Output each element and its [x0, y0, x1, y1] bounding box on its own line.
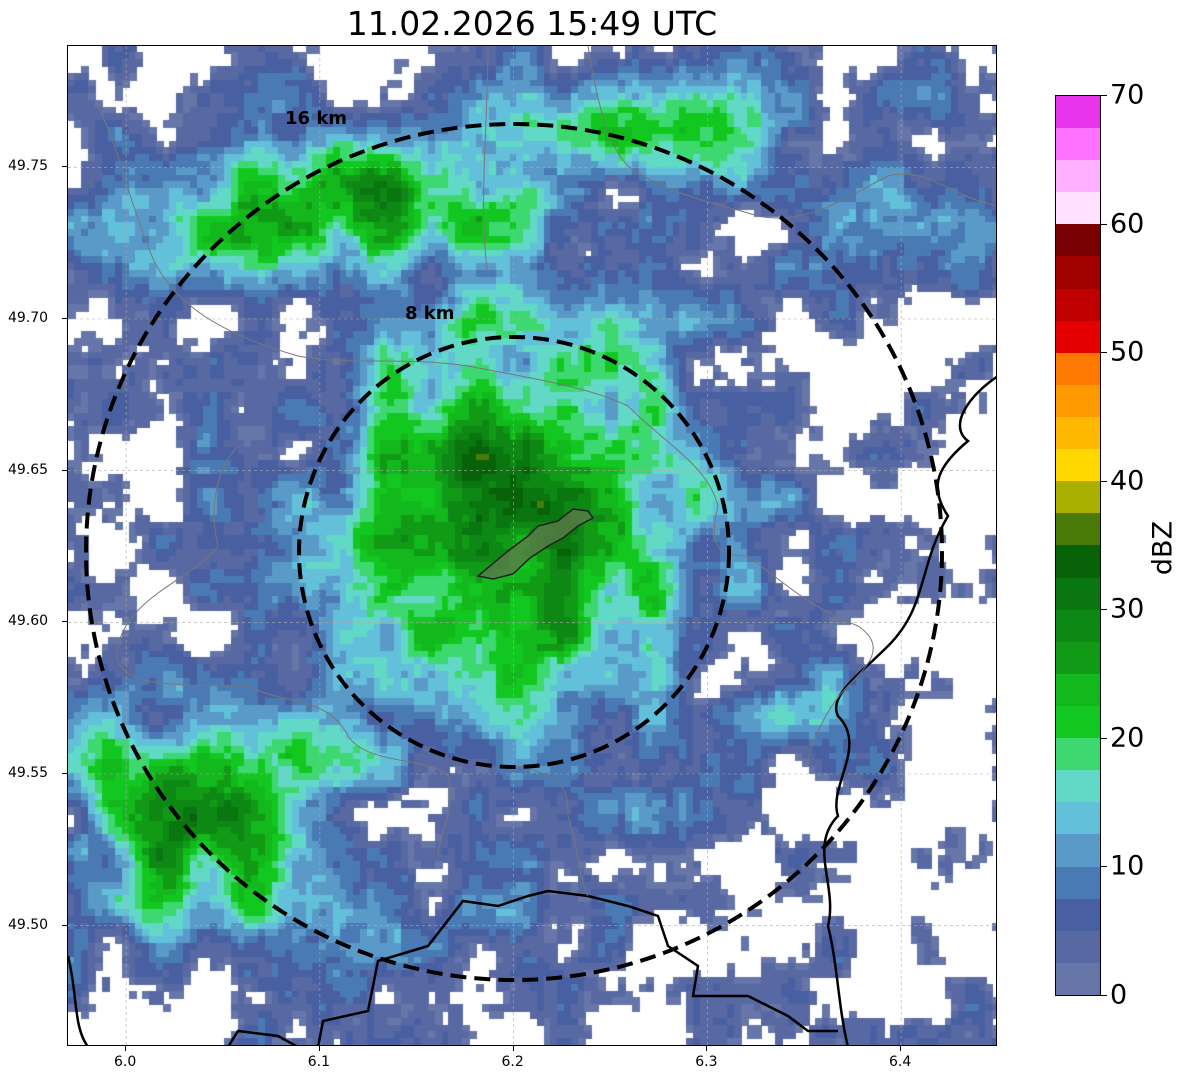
chart-title: 11.02.2026 15:49 UTC [346, 4, 718, 43]
colorbar-label: dBZ [1147, 520, 1179, 576]
colorbar-bin [1056, 192, 1100, 225]
colorbar-tick-label: 20 [1110, 722, 1145, 754]
colorbar-bin [1056, 288, 1100, 321]
admin-borders [97, 46, 996, 897]
colorbar-tick-mark [1101, 609, 1107, 611]
colorbar-bin [1056, 128, 1100, 161]
colorbar-bin [1056, 738, 1100, 771]
y-tick-label: 49.75 [8, 158, 49, 175]
x-tick-label: 6.2 [501, 1054, 524, 1070]
x-tick-mark [706, 1046, 708, 1051]
colorbar-bin [1056, 706, 1100, 739]
colorbar-tick-label: 70 [1110, 79, 1145, 111]
colorbar-bin [1056, 481, 1100, 514]
colorbar-bin [1056, 513, 1100, 546]
colorbar-tick-label: 0 [1110, 979, 1128, 1011]
colorbar [1055, 95, 1101, 996]
colorbar-tick-mark [1101, 352, 1107, 354]
colorbar-bin [1056, 930, 1100, 963]
colorbar-bin [1056, 898, 1100, 931]
colorbar-tick-label: 30 [1110, 593, 1145, 625]
y-tick-mark [62, 318, 67, 319]
country-border [823, 375, 996, 1045]
colorbar-tick-label: 40 [1110, 465, 1145, 497]
colorbar-tick-mark [1101, 866, 1107, 868]
colorbar-bin [1056, 770, 1100, 803]
colorbar-tick-mark [1101, 995, 1107, 996]
x-tick-mark [512, 1046, 514, 1051]
y-tick-mark [62, 166, 67, 168]
colorbar-tick-mark [1101, 95, 1107, 96]
y-tick-mark [62, 924, 67, 926]
x-tick-label: 6.3 [695, 1054, 718, 1070]
ring-label-16km: 16 km [285, 108, 347, 129]
colorbar-tick-label: 10 [1110, 850, 1145, 882]
colorbar-tick-mark [1101, 223, 1107, 225]
colorbar-bin [1056, 160, 1100, 193]
colorbar-bin [1056, 417, 1100, 450]
x-tick-label: 6.4 [888, 1054, 912, 1070]
colorbar-bin [1056, 609, 1100, 642]
y-tick-label: 49.55 [8, 765, 49, 781]
y-tick-mark [62, 621, 67, 623]
colorbar-bin [1056, 352, 1100, 385]
city-outline [476, 508, 595, 580]
y-tick-label: 49.65 [8, 461, 49, 478]
map-overlay: 16 km 8 km [68, 46, 996, 1045]
x-tick-label: 6.0 [113, 1054, 137, 1070]
colorbar-bin [1056, 673, 1100, 707]
colorbar-bin [1056, 320, 1100, 353]
y-tick-mark [62, 469, 67, 471]
colorbar-tick-mark [1101, 737, 1107, 739]
y-tick-mark [62, 773, 67, 774]
colorbar-bin [1056, 834, 1100, 867]
x-tick-mark [318, 1046, 320, 1051]
country-border [227, 889, 838, 1045]
borders [68, 375, 996, 1045]
colorbar-bin [1056, 866, 1100, 899]
x-tick-mark [125, 1046, 127, 1051]
ring-label-8km: 8 km [405, 303, 455, 324]
x-tick-label: 6.1 [307, 1054, 331, 1070]
colorbar-bin [1056, 641, 1100, 674]
colorbar-tick-label: 60 [1110, 208, 1145, 240]
range-ring-16km [84, 122, 944, 982]
y-tick-label: 49.70 [8, 310, 49, 326]
colorbar-bin [1056, 95, 1100, 129]
radar-map: 16 km 8 km [67, 45, 997, 1046]
range-ring-8km [297, 335, 731, 769]
colorbar-bin [1056, 256, 1100, 289]
y-tick-label: 49.50 [8, 916, 49, 933]
colorbar-bin [1056, 802, 1100, 835]
colorbar-bin [1056, 545, 1100, 578]
x-tick-mark [900, 1046, 902, 1051]
colorbar-tick-label: 50 [1110, 336, 1145, 368]
colorbar-bin [1056, 449, 1100, 482]
country-border [68, 955, 89, 1045]
colorbar-bin [1056, 384, 1100, 418]
y-tick-label: 49.60 [8, 613, 49, 630]
colorbar-bin [1056, 962, 1100, 995]
colorbar-tick-mark [1101, 480, 1107, 482]
colorbar-bin [1056, 224, 1100, 257]
colorbar-bin [1056, 577, 1100, 610]
